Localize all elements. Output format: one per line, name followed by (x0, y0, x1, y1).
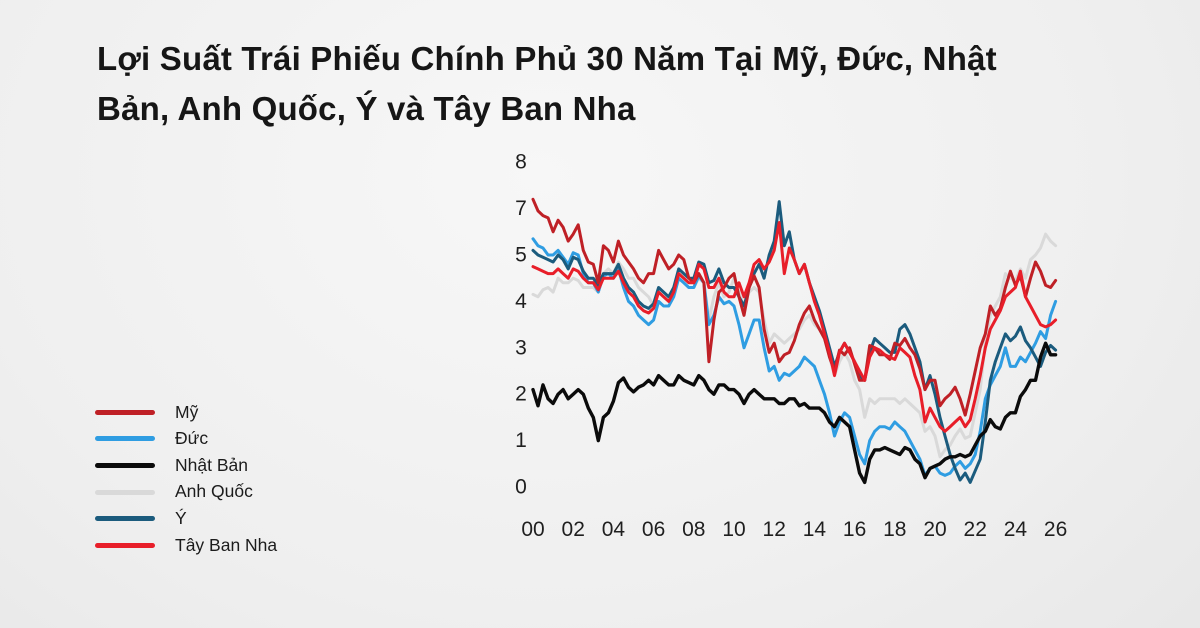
y-axis: 0 1 2 3 4 5 7 8 (515, 151, 527, 499)
legend-color-swatch (95, 462, 155, 468)
y-axis-tick-label: 4 (515, 290, 527, 313)
legend-item-y: Ý (95, 505, 277, 532)
legend-item-label: Tây Ban Nha (175, 534, 278, 555)
x-axis-tick-label: 06 (642, 518, 665, 541)
x-axis: 00 02 04 06 08 10 12 14 16 18 20 22 24 26 (521, 518, 1067, 541)
x-axis-tick-label: 24 (1004, 518, 1028, 541)
chart-legend: Mỹ Đức Nhật Bản Anh Quốc Ý Tây Ban Nha (95, 399, 277, 559)
legend-item-anh-quoc: Anh Quốc (95, 479, 277, 506)
legend-color-swatch (95, 436, 155, 442)
x-axis-tick-label: 14 (803, 518, 827, 541)
legend-color-swatch (95, 489, 155, 495)
legend-item-label: Mỹ (175, 401, 199, 422)
x-axis-tick-label: 20 (923, 518, 946, 541)
x-axis-tick-label: 26 (1044, 518, 1067, 541)
chart-title: Lợi Suất Trái Phiếu Chính Phủ 30 Năm Tại… (97, 34, 1137, 134)
y-axis-tick-label: 2 (515, 383, 527, 406)
legend-item-duc: Đức (95, 426, 277, 453)
legend-item-label: Đức (175, 428, 209, 449)
legend-color-swatch (95, 409, 155, 415)
legend-item-label: Ý (175, 507, 187, 528)
series-line-anh-quoc (531, 232, 1058, 459)
x-axis-tick-label: 12 (763, 518, 786, 541)
plot-lines (531, 197, 1058, 485)
series-line-tay-ban-nha (531, 221, 1058, 433)
chart-title-line-1: Lợi Suất Trái Phiếu Chính Phủ 30 Năm Tại… (97, 40, 997, 77)
y-axis-tick-label: 7 (515, 197, 527, 220)
series-line-my (531, 197, 1058, 417)
x-axis-tick-label: 04 (602, 518, 626, 541)
legend-color-swatch (95, 542, 155, 548)
legend-color-swatch (95, 516, 155, 522)
legend-item-nhat-ban: Nhật Bản (95, 452, 277, 479)
series-line-nhat-ban (531, 341, 1058, 485)
x-axis-tick-label: 08 (682, 518, 705, 541)
x-axis-tick-label: 22 (964, 518, 987, 541)
x-axis-tick-label: 00 (521, 518, 544, 541)
legend-item-tay-ban-nha: Tây Ban Nha (95, 532, 277, 559)
y-axis-tick-label: 0 (515, 476, 527, 499)
chart-title-line-2: Bản, Anh Quốc, Ý và Tây Ban Nha (97, 90, 636, 127)
legend-item-my: Mỹ (95, 399, 277, 426)
y-axis-tick-label: 3 (515, 336, 527, 359)
x-axis-tick-label: 16 (843, 518, 866, 541)
legend-item-label: Nhật Bản (175, 454, 248, 475)
x-axis-tick-label: 02 (562, 518, 585, 541)
y-axis-tick-label: 1 (515, 429, 527, 452)
legend-item-label: Anh Quốc (175, 481, 253, 502)
x-axis-tick-label: 18 (883, 518, 906, 541)
x-axis-tick-label: 10 (722, 518, 745, 541)
y-axis-tick-label: 8 (515, 151, 527, 174)
y-axis-tick-label: 5 (515, 244, 527, 267)
